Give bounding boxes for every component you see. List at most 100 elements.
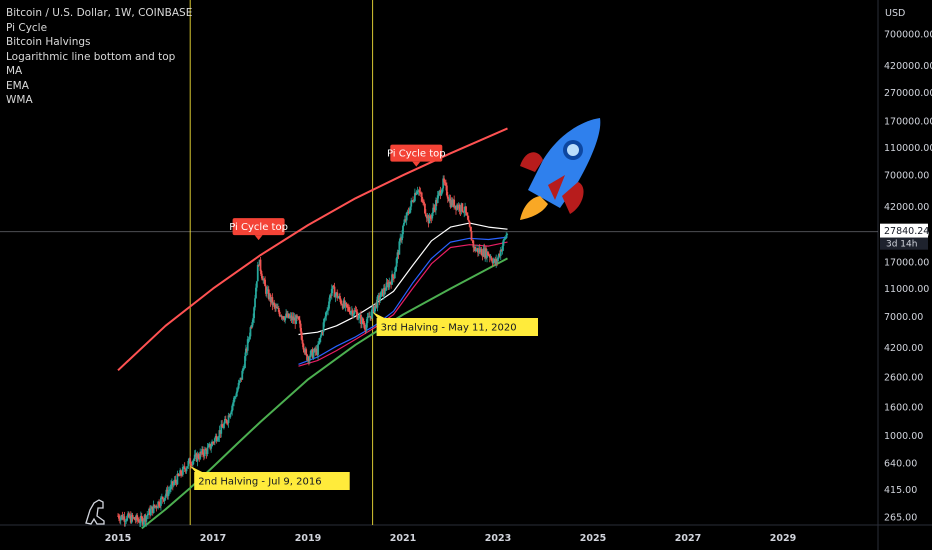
candle-body <box>202 449 204 455</box>
time-axis[interactable]: 2015 2017 2019 2021 2023 2025 2027 2029 <box>105 533 796 544</box>
candle-body <box>363 324 366 329</box>
candle-body <box>398 241 401 255</box>
candle-body <box>404 219 407 221</box>
candle-body <box>392 274 394 278</box>
candle-body <box>409 206 412 213</box>
candle-body <box>206 447 209 454</box>
y-tick-label: 640.00 <box>884 458 917 469</box>
legend-item-ma[interactable]: MA <box>6 65 23 77</box>
x-tick-label: 2023 <box>485 533 511 544</box>
candle-body <box>446 195 449 199</box>
candle-body <box>255 281 258 288</box>
pi-cycle-pointer <box>254 235 263 241</box>
candle-body <box>244 348 247 357</box>
candle-body <box>356 312 359 320</box>
candle-body <box>257 264 260 266</box>
candle-body <box>362 322 365 325</box>
candle-body <box>128 513 130 518</box>
candle-body <box>459 210 462 212</box>
legend-item-halvings[interactable]: Bitcoin Halvings <box>6 36 91 48</box>
candle-body <box>184 469 187 472</box>
candle-body <box>309 350 312 357</box>
candle-body <box>302 343 305 350</box>
candle-body <box>487 255 490 257</box>
legend-item-ema[interactable]: EMA <box>6 79 29 92</box>
candle-body <box>239 377 242 381</box>
candle-body <box>391 274 393 285</box>
candle-body <box>390 282 393 285</box>
dinosaur-icon <box>85 499 105 525</box>
candle-body <box>145 516 148 522</box>
candle-body <box>353 310 356 314</box>
legend-item-log-lines[interactable]: Logarithmic line bottom and top <box>6 50 176 63</box>
y-tick-label: 42000.00 <box>884 202 929 213</box>
candle-body <box>266 289 269 291</box>
legend-item-wma[interactable]: WMA <box>6 94 33 106</box>
candle-body <box>232 402 234 406</box>
candle-body <box>303 349 306 353</box>
candle-body <box>218 430 221 438</box>
annotations: Pi Cycle top Pi Cycle top 2nd Halving - Ju… <box>190 144 538 490</box>
candle-body <box>292 316 295 321</box>
candle-body <box>265 289 268 294</box>
candle-body <box>485 248 488 258</box>
candle-body <box>286 313 288 318</box>
price-axis[interactable]: USD 265.00 415.00 640.00 1000.00 1600.00 2600.… <box>880 8 932 524</box>
candle-body <box>259 259 262 272</box>
candle-body <box>272 302 275 306</box>
candle-body <box>137 519 139 521</box>
candle-body <box>399 237 402 242</box>
candle-body <box>244 356 246 368</box>
candle-body <box>455 205 458 210</box>
candle-body <box>194 453 197 455</box>
candle-body <box>312 352 315 358</box>
candle-body <box>203 449 206 457</box>
candle-body <box>275 306 277 308</box>
candle-body <box>370 316 372 319</box>
candle-body <box>269 294 272 302</box>
candle-body <box>473 246 476 248</box>
candle-body <box>351 310 354 316</box>
candle-body <box>306 354 308 361</box>
ema-line <box>298 236 508 365</box>
candle-body <box>445 183 447 186</box>
candle-body <box>187 460 190 467</box>
candle-body <box>123 516 126 522</box>
candle-body <box>212 442 214 443</box>
candle-body <box>505 234 508 239</box>
candle-body <box>245 348 248 351</box>
candle-body <box>253 307 256 319</box>
candle-body <box>254 298 256 308</box>
candle-body <box>334 293 337 298</box>
candle-body <box>414 193 417 195</box>
candle-body <box>177 473 180 476</box>
candle-body <box>200 451 203 454</box>
candle-body <box>256 264 259 282</box>
candle-body <box>346 304 349 307</box>
candle-body <box>289 315 292 317</box>
candle-body <box>328 301 330 309</box>
candle-body <box>357 318 360 320</box>
candle-body <box>134 519 137 521</box>
halving-badge <box>194 472 350 490</box>
candle-body <box>439 190 442 196</box>
legend-item-pi-cycle[interactable]: Pi Cycle <box>6 21 48 34</box>
candle-body <box>487 251 489 256</box>
candle-body <box>457 205 460 209</box>
y-tick-label: 415.00 <box>884 485 917 496</box>
pi-cycle-pointer <box>412 161 421 167</box>
current-price-tag[interactable]: 27840.24 3d 14h <box>880 223 929 250</box>
candle-body <box>314 348 317 352</box>
candle-body <box>367 316 370 318</box>
candle-body <box>376 296 379 308</box>
candle-body <box>149 509 152 516</box>
candle-body <box>311 349 314 358</box>
candle-body <box>251 322 254 328</box>
legend-symbol[interactable]: Bitcoin / U.S. Dollar, 1W, COINBASE <box>6 7 193 19</box>
x-tick-label: 2025 <box>580 533 606 544</box>
candle-body <box>335 292 338 294</box>
y-tick-label: 1000.00 <box>884 431 923 442</box>
candle-body <box>327 308 329 311</box>
candle-body <box>486 251 488 258</box>
